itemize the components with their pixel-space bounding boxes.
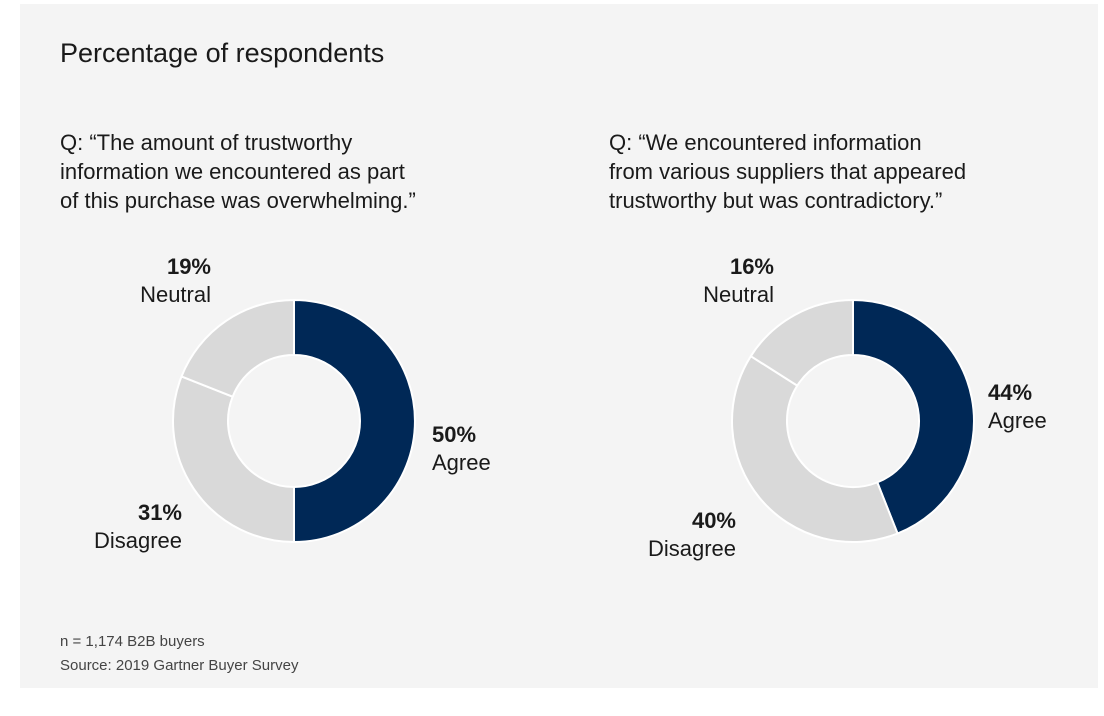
donut-1-slice-neutral: [180, 299, 295, 398]
question-2: Q: “We encountered information from vari…: [609, 128, 1049, 215]
label-disagree-1-value: 31%: [137, 500, 182, 525]
label-agree-1-name: Agree: [432, 450, 491, 475]
label-disagree-1-name: Disagree: [93, 528, 182, 553]
label-neutral-1-name: Neutral: [140, 282, 211, 307]
chart-heading: Percentage of respondents: [60, 38, 385, 68]
donut-1-slice-disagree: [172, 375, 295, 543]
question-1: Q: “The amount of trustworthy informatio…: [60, 128, 480, 215]
label-neutral-1: 19% Neutral: [140, 253, 211, 309]
label-neutral-1-value: 19%: [166, 254, 211, 279]
donut-chart-1: [172, 299, 416, 543]
label-agree-2-value: 44%: [988, 380, 1033, 405]
source-note: Source: 2019 Gartner Buyer Survey: [60, 657, 299, 674]
label-agree-2: 44% Agree: [988, 379, 1047, 435]
question-1-line-3: of this purchase was overwhelming.”: [60, 188, 416, 213]
label-neutral-2-name: Neutral: [703, 282, 774, 307]
label-agree-2-name: Agree: [988, 408, 1047, 433]
label-disagree-1: 31% Disagree: [94, 499, 182, 555]
question-2-line-3: trustworthy but was contradictory.”: [609, 188, 943, 213]
donut-chart-2: [731, 299, 975, 543]
donut-2-slice-neutral: [749, 299, 854, 387]
donut-1-slice-agree: [293, 299, 416, 543]
donut-2-slice-agree: [852, 299, 975, 535]
question-1-line-1: Q: “The amount of trustworthy: [60, 130, 353, 155]
label-neutral-2-value: 16%: [729, 254, 774, 279]
question-2-line-1: Q: “We encountered information: [609, 130, 922, 155]
donut-2-slice-disagree: [731, 355, 899, 543]
sample-size-note: n = 1,174 B2B buyers: [60, 633, 205, 650]
footnotes: n = 1,174 B2B buyers Source: 2019 Gartne…: [60, 630, 298, 678]
label-disagree-2: 40% Disagree: [648, 507, 736, 563]
label-disagree-2-value: 40%: [691, 508, 736, 533]
question-1-line-2: information we encountered as part: [60, 159, 405, 184]
label-agree-1-value: 50%: [432, 422, 477, 447]
label-neutral-2: 16% Neutral: [703, 253, 774, 309]
label-agree-1: 50% Agree: [432, 421, 491, 477]
question-2-line-2: from various suppliers that appeared: [609, 159, 967, 184]
label-disagree-2-name: Disagree: [647, 536, 736, 561]
